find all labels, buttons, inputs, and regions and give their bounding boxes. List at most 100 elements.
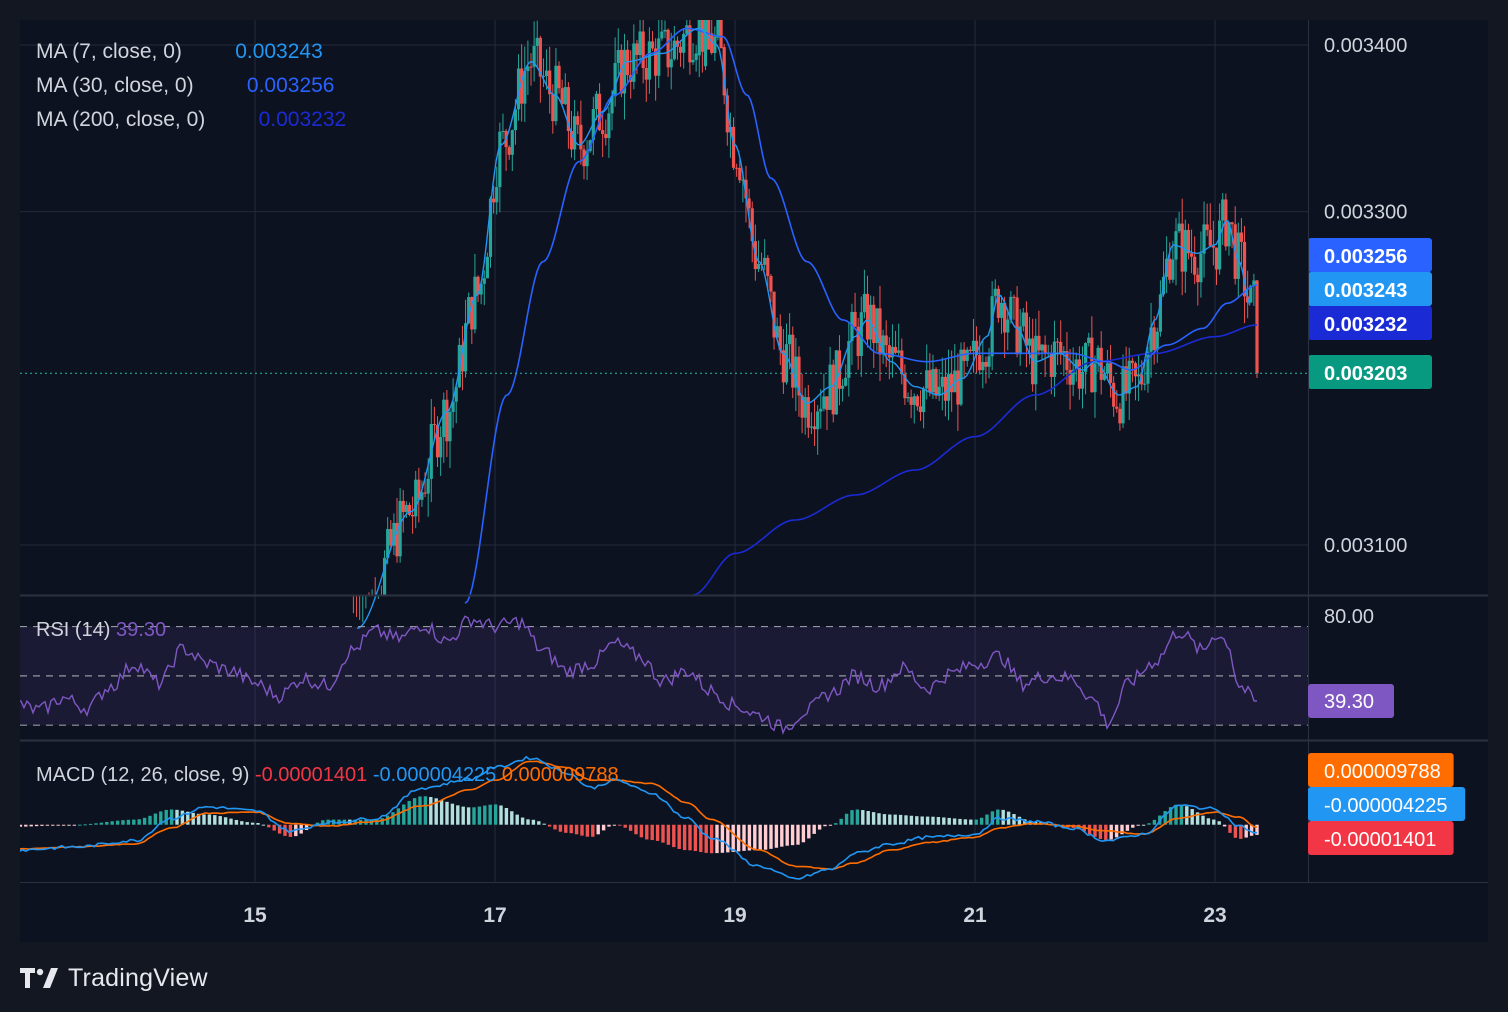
macd-hist-bar [1201,815,1205,825]
tradingview-logo-icon [20,968,58,988]
macd-tag-text: 0.000009788 [1324,761,1441,783]
ma-legend-label-0[interactable]: MA (7, close, 0) [36,40,182,63]
tradingview-brand[interactable]: TradingView [20,958,208,998]
macd-hist-bar [720,824,725,853]
macd-hist-bar [639,824,644,838]
candle [1255,280,1259,378]
candle [548,46,552,114]
candle [407,502,412,517]
macd-hist-bar [412,798,417,825]
macd-hist-bar [1212,819,1216,825]
candle [529,53,533,86]
macd-hist-bar [115,820,120,825]
candle-body [535,37,539,46]
candle [791,326,795,399]
candle-body [672,40,676,60]
candle [1037,310,1041,356]
candle [778,314,782,366]
candle-body [460,344,465,372]
rsi-pane[interactable] [20,615,1308,736]
macd-hist-bar [445,801,449,825]
candle-body [1006,319,1010,333]
macd-hist-bar [801,824,806,843]
candle-body [566,87,570,131]
candle [629,50,633,99]
candle-body [769,275,773,292]
macd-hist-bar [56,824,60,826]
candle [411,496,415,534]
candle-body [1003,302,1007,333]
candle [463,299,468,378]
candle-body [563,87,567,105]
ma-legend-label-1[interactable]: MA (30, close, 0) [36,74,194,97]
candle-body [538,37,542,77]
candle-body [1087,337,1091,344]
candle [1136,354,1141,402]
candle-body [448,411,452,442]
macd-hist-bar [493,804,498,825]
candle-body [594,93,599,110]
macd-hist-bar [142,817,147,825]
time-axis-ticks[interactable]: 15 17 19 21 23 [243,904,1226,927]
candle-body [812,426,817,430]
price-tag-text: 0.003232 [1324,314,1407,336]
candle [1118,403,1122,431]
candle-body [666,29,670,68]
macd-hist-bar [526,819,530,825]
candle-body [389,529,393,546]
candle-body [585,151,589,167]
macd-hist-bar [434,798,438,825]
candle [1015,286,1019,358]
ma-legend-label-2[interactable]: MA (200, close, 0) [36,108,205,131]
candle-body [700,20,704,52]
candle-body [881,335,885,355]
macd-pane[interactable] [20,755,1259,880]
macd-hist-bar [202,814,206,825]
candle [1059,320,1063,365]
candle-body [1031,338,1035,385]
macd-hist-bar [1190,809,1194,825]
candle [993,279,997,305]
candle-body [1218,220,1222,270]
price-axis-ticks[interactable]: 0.003400 0.003300 0.003100 [1324,35,1407,557]
candle [1018,309,1022,366]
candle-body [1024,312,1029,346]
chart-svg[interactable]: 0.003400 0.003300 0.003100 0.003256 0.00324… [20,20,1488,942]
candle-body [688,25,692,63]
candle-body [806,397,810,428]
macd-label[interactable]: MACD (12, 26, close, 9) -0.00001401 -0.0… [36,764,619,786]
candle [501,113,505,139]
candle-body [1043,344,1047,354]
candle [937,369,941,401]
ma-legend[interactable]: MA (7, close, 0) 0.003243 MA (30, close, 0… [36,40,346,131]
macd-hist-bar [661,824,665,843]
rsi-label[interactable]: RSI (14) 39.30 [36,619,166,641]
candle-body [1199,253,1203,283]
chart-frame[interactable]: 0.003400 0.003300 0.003100 0.003256 0.00324… [20,20,1488,942]
candle-body [638,31,642,55]
candle-body [922,388,926,413]
macd-hist-bar [547,824,552,827]
candle-body [1130,360,1134,364]
macd-tag-0: 0.000009788 [1308,753,1454,787]
candle-body [747,198,751,209]
macd-hist-bar [488,804,492,825]
candle-body [831,364,835,415]
candle [1012,294,1016,320]
candle [928,353,932,397]
candle [850,303,854,365]
macd-hist-bar [510,811,514,825]
candle-body [928,370,932,393]
candle-body [993,288,997,297]
macd-hist-bar [520,817,525,825]
macd-hist-bar [558,824,563,832]
macd-hist-bar [861,810,865,825]
candle-body [719,20,723,49]
macd-hist-bar [591,824,595,837]
macd-hist-bar [51,824,55,826]
candle-body [523,71,527,104]
candle-body [691,59,695,63]
candle-body [847,341,851,378]
candle-body [1112,382,1116,407]
price-pane[interactable] [20,20,1308,629]
